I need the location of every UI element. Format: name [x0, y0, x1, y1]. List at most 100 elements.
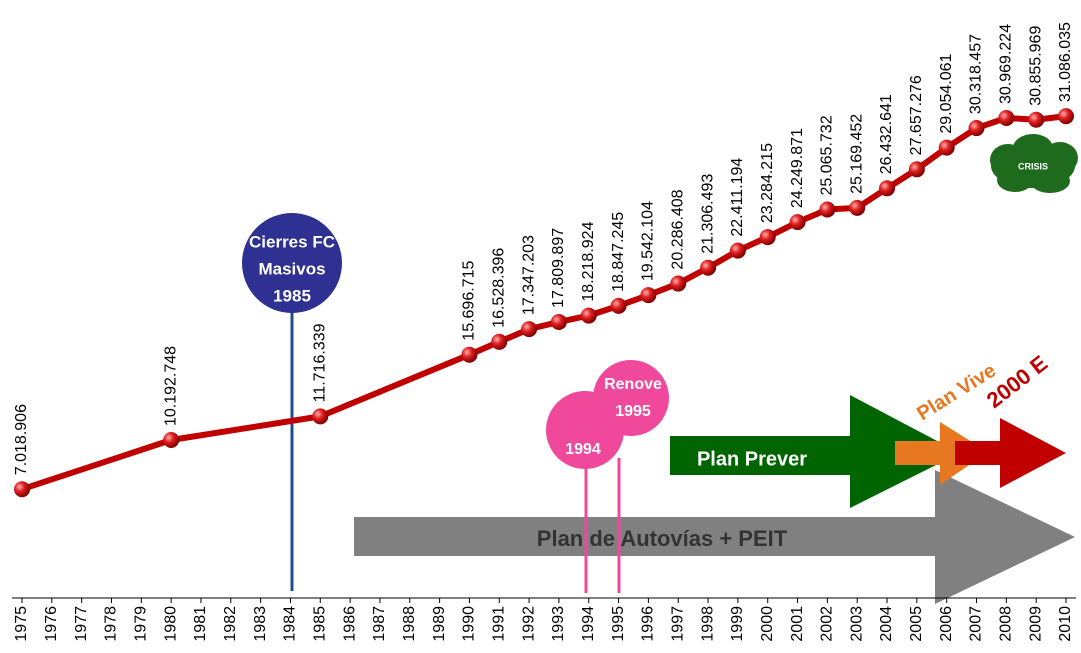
- x-tick-label: 1985: [312, 606, 329, 642]
- x-tick-label: 2004: [878, 606, 895, 642]
- data-label: 30.969.224: [998, 24, 1015, 104]
- point: [819, 201, 836, 218]
- point: [908, 161, 925, 178]
- data-label: 25.169.452: [848, 114, 865, 194]
- point: [729, 242, 746, 259]
- data-label: 17.347.203: [520, 235, 537, 315]
- data-label: 16.528.396: [490, 248, 507, 328]
- annotation: Plan Prever: [697, 448, 807, 470]
- point: [998, 109, 1015, 126]
- point: [580, 307, 597, 324]
- point: [491, 333, 508, 350]
- point: [938, 139, 955, 156]
- point: [610, 297, 627, 314]
- x-tick-label: 1998: [699, 606, 716, 642]
- annotation: Cierres FC: [249, 232, 335, 251]
- data-label: 15.696.715: [461, 261, 478, 341]
- data-label: 25.065.732: [819, 115, 836, 195]
- point: [968, 120, 985, 137]
- data-label: 29.054.061: [938, 53, 955, 133]
- point: [312, 408, 329, 425]
- x-tick-label: 1977: [73, 606, 90, 642]
- arrow-prever: [670, 395, 960, 508]
- x-tick-label: 1976: [43, 606, 60, 642]
- annotation: Masivos: [258, 259, 325, 278]
- data-label: 27.657.276: [908, 75, 925, 155]
- cloud-crisis: [990, 134, 1078, 193]
- bubble-cierres: [242, 213, 342, 313]
- point: [1028, 111, 1045, 128]
- annotation: 1985: [273, 286, 311, 305]
- x-tick-label: 1978: [103, 606, 120, 642]
- data-label: 18.218.924: [580, 221, 597, 301]
- point: [163, 432, 180, 449]
- point: [521, 321, 538, 338]
- point: [14, 481, 30, 498]
- annotation-shapes: [242, 134, 1078, 604]
- data-label: 30.855.969: [1027, 26, 1044, 106]
- x-tick-label: 1984: [282, 606, 299, 642]
- arrow-vive: [895, 422, 988, 485]
- x-tick-label: 2001: [789, 606, 806, 642]
- data-label: 17.809.897: [550, 228, 567, 308]
- x-tick-label: 1980: [162, 606, 179, 642]
- x-tick-label: 1990: [461, 606, 478, 642]
- annotation: 1995: [615, 403, 651, 420]
- data-label: 22.411.194: [729, 158, 746, 237]
- x-tick-label: 2006: [938, 606, 955, 642]
- data-label: 10.192.748: [162, 346, 179, 426]
- x-tick-label: 2003: [848, 606, 865, 642]
- bubble-renove: [593, 360, 669, 436]
- x-tick-label: 1979: [133, 606, 150, 642]
- data-label: 11.716.339: [312, 323, 329, 402]
- data-label: 23.284.215: [759, 143, 776, 223]
- point: [640, 287, 657, 304]
- x-tick-label: 2007: [968, 606, 985, 642]
- data-label: 30.318.457: [968, 34, 985, 114]
- point: [849, 199, 866, 216]
- data-label: 31.086.035: [1057, 22, 1074, 102]
- data-label: 18.847.245: [610, 212, 627, 292]
- x-tick-label: 1993: [550, 606, 567, 642]
- point: [1058, 108, 1074, 125]
- arrow-2000e: [955, 418, 1066, 488]
- x-tick-label: 2005: [908, 606, 925, 642]
- x-tick-label: 1989: [431, 606, 448, 642]
- x-tick-label: 1997: [669, 606, 686, 642]
- x-tick-label: 1983: [252, 606, 269, 642]
- x-tick-label: 1975: [13, 606, 30, 642]
- data-label: 7.018.906: [13, 404, 30, 475]
- x-tick-label: 1981: [192, 606, 209, 642]
- x-tick-label: 1994: [580, 606, 597, 642]
- point: [461, 346, 478, 363]
- annotation: Renove: [604, 376, 662, 393]
- annotation: 1994: [565, 441, 601, 458]
- point: [879, 180, 896, 197]
- annotation: Plan de Autovías + PEIT: [537, 526, 788, 551]
- data-label: 19.542.104: [640, 201, 657, 281]
- data-label: 24.249.871: [789, 128, 806, 208]
- x-tick-label: 1986: [341, 606, 358, 642]
- x-tick-label: 1991: [490, 606, 507, 642]
- arrow-autovias: [354, 470, 1075, 604]
- x-tick-label: 1996: [640, 606, 657, 642]
- point: [550, 313, 567, 330]
- x-tick-label: 1999: [729, 606, 746, 642]
- point: [700, 259, 717, 276]
- point: [670, 275, 687, 292]
- x-tick-label: 2008: [998, 606, 1015, 642]
- data-label: 21.306.493: [699, 174, 716, 254]
- x-tick-label: 1992: [520, 606, 537, 642]
- data-label: 20.286.408: [669, 189, 686, 269]
- data-label: 26.432.641: [878, 94, 895, 174]
- x-tick-label: 1982: [222, 606, 239, 642]
- x-tick-label: 2002: [819, 606, 836, 642]
- x-tick-label: 1995: [610, 606, 627, 642]
- x-tick-label: 1988: [401, 606, 418, 642]
- annotation: CRISIS: [1018, 161, 1048, 171]
- point: [789, 214, 806, 231]
- point: [759, 229, 776, 246]
- x-tick-label: 2009: [1027, 606, 1044, 642]
- x-tick-label: 1987: [371, 606, 388, 642]
